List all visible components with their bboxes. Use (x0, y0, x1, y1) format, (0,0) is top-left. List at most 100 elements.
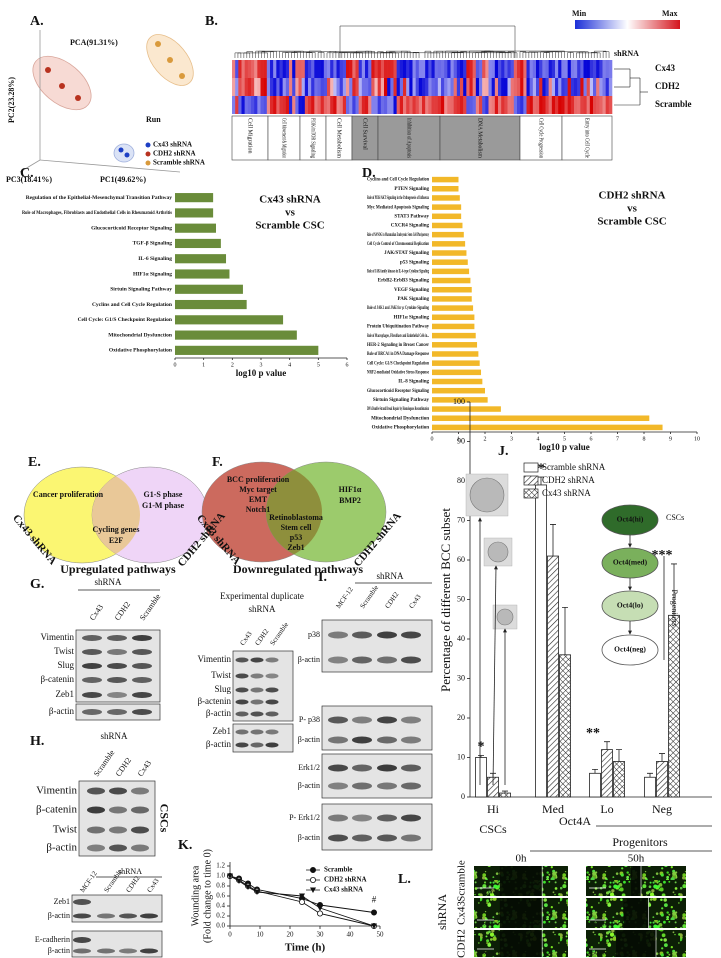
bar (668, 614, 680, 798)
category-label: Cyclins and Cell Cycle Regulation (367, 178, 429, 183)
category-label: DNA Double-Strand Break Repair by Homolo… (367, 407, 429, 412)
row-label: β-actin (298, 833, 320, 842)
heatmap-cell (551, 78, 556, 96)
bar (175, 269, 230, 279)
arrow (492, 565, 498, 786)
bar (547, 555, 559, 798)
error-bar (659, 753, 665, 762)
heatmap-cell (232, 60, 236, 78)
venn-label: Cycling genes (93, 525, 140, 534)
error-bar (616, 749, 622, 762)
lane-label: MCF-12 (78, 869, 99, 894)
heatmap-cell (501, 60, 505, 78)
heatmap-cell (327, 78, 331, 96)
bar (601, 749, 613, 798)
venn-label: Myc target (239, 485, 277, 494)
venn-label: G1-M phase (142, 501, 184, 510)
x-tick-label: 3 (510, 436, 513, 442)
category-label: PTEN Signaling (394, 187, 429, 192)
heatmap-cell (498, 60, 502, 78)
heatmap-cell (339, 60, 344, 78)
row-header: shRNA (435, 894, 449, 930)
heatmap-cell (488, 96, 492, 114)
row-label: β-actin (298, 781, 320, 790)
heatmap-cell (384, 96, 388, 114)
heatmap-cell (238, 78, 242, 96)
heatmap-cell (491, 96, 496, 114)
x-tick-label: 8 (643, 436, 646, 442)
heatmap-cell (412, 60, 416, 78)
heatmap-cell (317, 96, 321, 114)
heatmap-cell (380, 60, 385, 78)
heatmap-cell (472, 60, 477, 78)
heatmap-cell (396, 60, 401, 78)
heatmap-cell (368, 60, 372, 78)
blot-band (265, 687, 279, 693)
blot-band (328, 631, 348, 639)
heatmap-cell (244, 78, 249, 96)
heatmap-cell (393, 96, 397, 114)
heatmap-cell (494, 60, 499, 78)
heatmap-cell (298, 78, 302, 96)
cell (469, 477, 505, 513)
color-scale (575, 20, 680, 29)
category-label: IL-6 Signaling (138, 256, 172, 262)
heatmap-cell (542, 60, 546, 78)
heatmap-cell (380, 96, 385, 114)
bar (432, 406, 501, 412)
chart-title: vs (627, 203, 638, 215)
heatmap-cell (586, 96, 591, 114)
category-label: Sirtuin Signaling Pathway (110, 287, 172, 293)
heatmap-cell (365, 78, 369, 96)
heatmap-cell (418, 78, 423, 96)
heatmap-cell (463, 78, 467, 96)
heatmap-cell (561, 60, 565, 78)
bar (432, 424, 663, 431)
y-tick-label: 30 (457, 673, 465, 682)
category-label: Myc Mediated Apoptosis Signaling (367, 205, 429, 210)
y-tick-label: 40 (457, 634, 465, 643)
legend-title: Run (146, 115, 161, 124)
heatmap-cell (279, 60, 283, 78)
category-label: TGF-β Signaling (133, 241, 173, 247)
blot-band (265, 742, 279, 748)
point (299, 893, 305, 899)
blot-band (250, 673, 264, 679)
panel-label: L. (398, 872, 411, 887)
diagram-label: Progenitors (670, 590, 679, 627)
row-label: β-actenin (197, 696, 231, 706)
y-tick-label: 60 (457, 555, 465, 564)
bar (432, 277, 471, 284)
heatmap-cell (431, 96, 435, 114)
heatmap-cell (266, 96, 271, 114)
heatmap-cell (292, 78, 296, 96)
heatmap-cell (532, 78, 537, 96)
row-label: Zeb1 (56, 689, 75, 699)
bar (432, 186, 459, 192)
heatmap-cell (415, 78, 420, 96)
heatmap-cell (463, 96, 467, 114)
heatmap-cell (431, 60, 435, 78)
blot-band (401, 764, 421, 772)
axis-line (39, 159, 181, 173)
legend-label: Scramble (324, 866, 352, 874)
wound-gap (499, 866, 543, 896)
row-label: Slug (57, 660, 74, 670)
y-axis-label: Wounding area (190, 865, 201, 926)
venn-label: E2F (109, 536, 123, 545)
heatmap-cell (517, 78, 521, 96)
heatmap-cell (567, 60, 572, 78)
heatmap-cell (526, 60, 530, 78)
blot-band (73, 948, 91, 954)
row-label: P- p38 (299, 715, 320, 724)
heatmap-cell (425, 96, 429, 114)
heatmap-cell (482, 60, 486, 78)
bar (432, 241, 466, 247)
blot-band (377, 834, 397, 842)
category-box (351, 115, 379, 161)
heatmap-cell (608, 78, 613, 96)
heatmap-cell (456, 78, 461, 96)
heatmap-cell (596, 78, 600, 96)
heatmap-cell (475, 78, 480, 96)
